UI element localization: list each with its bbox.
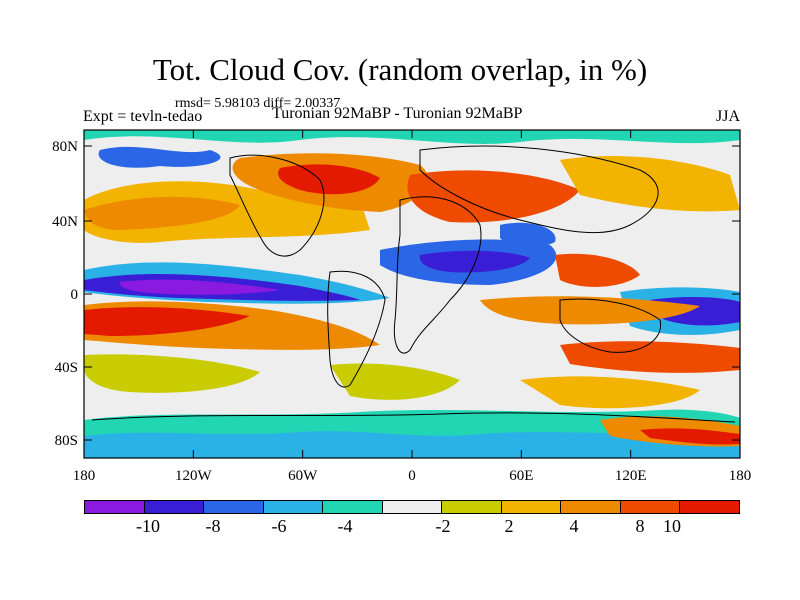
colorbar-label: 4 [569,516,579,536]
field-patch [500,222,556,247]
field-patch [480,296,700,325]
lon-tick-label: 180 [729,468,752,484]
colorbar-box [561,501,621,513]
colorbar-box [85,501,145,513]
field-patch [84,354,260,393]
colorbar-box [204,501,264,513]
field-patch [278,164,380,195]
colorbar-box [323,501,383,513]
colorbar-label: -4 [337,516,353,536]
comparison-label: Turonian 92MaBP - Turonian 92MaBP [272,105,523,122]
field-patch [330,363,460,400]
experiment-label: Expt = tevln-tedao [83,108,203,125]
colorbar-box [442,501,502,513]
axis-ticks: 80N 40N 0 40S 80S 180 120W 60W 0 60E 120E 180 [52,130,751,484]
colorbar-box [382,501,443,513]
field-patch [520,376,700,409]
stats-label: rmsd= 5.98103 diff= 2.00337 [175,96,341,111]
lon-tick-label: 0 [408,468,416,484]
field-patch [84,307,250,336]
colorbar-label: 2 [504,516,514,536]
field-patch [560,155,740,212]
field-patch [419,250,530,273]
field-patch [119,279,280,295]
lat-tick-label: 40N [52,214,78,230]
lat-tick-label: 0 [71,287,79,303]
field-patch [98,146,221,168]
season-label: JJA [715,108,740,125]
colorbar-box [680,501,740,513]
colorbar-label: -8 [205,516,221,536]
colorbar-label: -2 [435,516,451,536]
field-patch [407,170,580,223]
field-patch [560,341,740,373]
colorbar-label: -10 [136,516,160,536]
continent-outlines [91,145,736,423]
colorbar [84,500,740,514]
field-patch [640,428,740,445]
lat-tick-label: 40S [55,360,78,376]
colorbar-box [144,501,205,513]
lon-tick-label: 180 [73,468,96,484]
plot-title: Tot. Cloud Cov. (random overlap, in %) [152,52,648,87]
colorbar-label: -6 [271,516,287,536]
colorbar-box [263,501,324,513]
lon-tick-label: 120E [615,468,647,484]
lon-tick-label: 60E [509,468,533,484]
colorbar-label: 10 [663,516,681,536]
colorbar-box [620,501,681,513]
field-layer [84,130,740,458]
field-patch [84,196,240,230]
lat-tick-label: 80S [55,433,78,449]
lon-tick-label: 60W [288,468,318,484]
lat-tick-label: 80N [52,139,78,155]
lon-tick-label: 120W [175,468,213,484]
colorbar-label: 8 [635,516,645,536]
colorbar-box [501,501,562,513]
field-patch [84,431,740,458]
field-patch [555,253,640,287]
